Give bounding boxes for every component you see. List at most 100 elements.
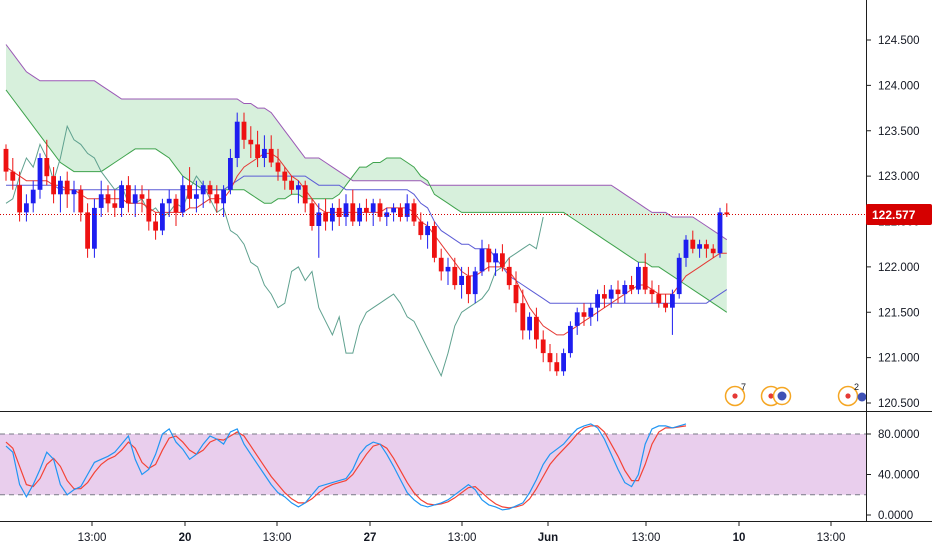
price-tick-label: 122.000 — [878, 262, 920, 274]
candle — [3, 144, 9, 181]
candle — [391, 203, 396, 222]
candle — [350, 189, 356, 226]
candle — [520, 289, 526, 340]
candle — [540, 330, 546, 363]
candle — [64, 171, 70, 208]
candle — [561, 348, 566, 376]
candle — [438, 248, 444, 281]
candle — [105, 185, 111, 213]
oscillator-tick-label: 80.0000 — [878, 429, 920, 441]
event-marker-icon[interactable] — [760, 385, 792, 407]
candle — [289, 176, 294, 195]
event-count: 7 — [741, 382, 746, 392]
candle — [357, 203, 362, 226]
event-marker-icon[interactable]: 7 — [724, 382, 747, 407]
candle — [459, 266, 464, 299]
time-axis[interactable]: 13:00 20 13:00 27 13:00 Jun 13:00 10 13:00 — [78, 522, 846, 544]
candle — [194, 180, 199, 213]
candle — [717, 207, 723, 258]
candle — [17, 171, 22, 222]
oscillator-axis[interactable]: 80.0000 40.0000 0.0000 — [866, 429, 920, 522]
price-tick-label: 123.000 — [878, 171, 920, 183]
candle — [71, 180, 77, 213]
candle — [262, 135, 267, 168]
candle — [112, 189, 118, 217]
candle — [37, 153, 43, 199]
chikou-span-line — [5, 124, 544, 378]
time-tick-label: 13:00 — [448, 532, 477, 544]
stochastic-pane[interactable] — [0, 423, 866, 511]
last-price-label: 122.577 — [866, 204, 932, 225]
time-tick-label: 20 — [179, 532, 192, 544]
price-tick-label: 121.000 — [878, 353, 920, 365]
candle — [228, 148, 233, 195]
time-tick-label: Jun — [538, 532, 558, 544]
time-tick-label: 13:00 — [632, 532, 661, 544]
oscillator-tick-label: 0.0000 — [878, 510, 913, 522]
price-tick-label: 120.500 — [878, 398, 920, 410]
candle — [398, 203, 403, 222]
candle — [554, 353, 560, 376]
event-count: 2 — [854, 382, 859, 392]
candle — [336, 198, 342, 226]
candlestick-series — [3, 112, 730, 376]
candle — [649, 280, 655, 304]
candle — [166, 189, 172, 217]
candle — [479, 239, 485, 276]
candle — [486, 244, 492, 272]
candle — [200, 180, 206, 208]
candle — [676, 253, 682, 299]
candle — [710, 244, 716, 258]
candle — [234, 112, 240, 168]
price-pane[interactable] — [0, 44, 866, 378]
candle — [180, 176, 186, 217]
candle — [275, 148, 281, 181]
candle — [153, 212, 158, 240]
candle — [139, 185, 145, 213]
price-axis[interactable]: 124.500124.000123.500123.000122.500122.0… — [866, 35, 920, 410]
candle — [513, 271, 519, 313]
candle — [636, 262, 641, 295]
candle — [44, 139, 50, 186]
candle — [418, 212, 424, 240]
candle — [268, 135, 274, 168]
candle — [425, 221, 430, 249]
event-marker-icon[interactable]: 2 — [837, 382, 867, 407]
candle — [364, 198, 369, 222]
last-price-badge — [866, 204, 932, 225]
candle — [663, 294, 668, 313]
candle — [132, 185, 138, 217]
price-tick-label: 121.500 — [878, 307, 920, 319]
candle — [445, 257, 451, 285]
candle — [187, 167, 192, 208]
candle — [78, 185, 84, 222]
candle — [588, 303, 594, 326]
candle — [602, 285, 607, 308]
candle — [119, 180, 124, 217]
candle — [323, 198, 328, 231]
price-tick-label: 124.000 — [878, 80, 920, 92]
candle — [629, 275, 634, 295]
candle — [330, 203, 335, 231]
candle — [92, 198, 97, 258]
candle — [466, 266, 471, 304]
candle — [704, 239, 709, 258]
candle — [24, 194, 29, 222]
candle — [126, 176, 131, 213]
candle — [608, 285, 614, 308]
time-tick-label: 13:00 — [78, 532, 107, 544]
candle — [51, 167, 56, 204]
price-tick-label: 124.500 — [878, 35, 920, 47]
candle — [500, 244, 505, 272]
time-tick-label: 13:00 — [817, 532, 846, 544]
price-tick-label: 123.500 — [878, 126, 920, 138]
candle — [697, 239, 702, 258]
candle — [85, 203, 90, 258]
candle — [452, 257, 458, 290]
candle — [214, 185, 220, 213]
candle — [432, 221, 437, 263]
candle — [316, 203, 322, 258]
time-tick-label: 13:00 — [263, 532, 292, 544]
candle — [207, 180, 213, 204]
